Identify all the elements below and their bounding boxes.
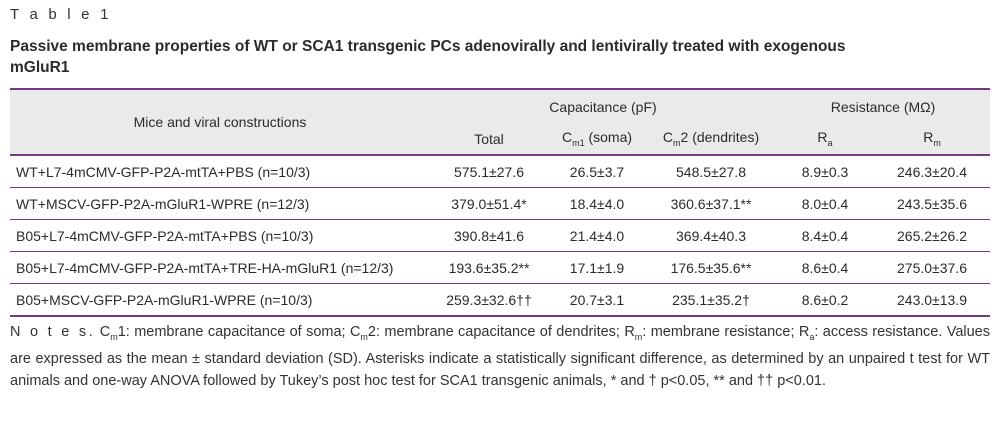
table-row: B05+MSCV-GFP-P2A-mGluR1-WPRE (n=10/3) 25… bbox=[10, 284, 990, 316]
cell-cm1: 17.1±1.9 bbox=[548, 251, 646, 284]
header-ra: Ra bbox=[776, 123, 874, 156]
data-table-container: Mice and viral constructions Capacitance… bbox=[10, 88, 991, 317]
cell-rm: 243.0±13.9 bbox=[897, 291, 967, 308]
cell-cm1: 18.4±4.0 bbox=[548, 187, 646, 220]
header-capacitance: Capacitance (pF) bbox=[430, 90, 776, 123]
table-label: T a b l e 1 bbox=[10, 6, 112, 23]
data-table: Mice and viral constructions Capacitance… bbox=[10, 90, 991, 316]
table-row: B05+L7-4mCMV-GFP-P2A-mtTA+PBS (n=10/3) 3… bbox=[10, 219, 991, 252]
cell-rm: 265.2±26.2 bbox=[874, 219, 991, 252]
cell-ra: 8.4±0.4 bbox=[776, 219, 874, 252]
cell-cm1: 26.5±3.7 bbox=[548, 155, 646, 188]
cell-ra: 8.9±0.3 bbox=[776, 155, 874, 188]
cell-rm: 246.3±20.4 bbox=[874, 155, 991, 188]
cell-cm2: 548.5±27.8 bbox=[646, 155, 776, 188]
table-row: WT+MSCV-GFP-P2A-mGluR1-WPRE (n=12/3) 379… bbox=[10, 187, 991, 220]
cell-cm1: 20.7±3.1 bbox=[569, 291, 625, 308]
header-mice: Mice and viral constructions bbox=[10, 90, 430, 156]
table-notes: N o t e s. Cm1: membrane capacitance of … bbox=[10, 324, 990, 390]
cell-cm2: 360.6±37.1** bbox=[646, 187, 776, 220]
table-title: Passive membrane properties of WT or SCA… bbox=[10, 38, 846, 76]
header-resistance: Resistance (MΩ) bbox=[776, 90, 991, 123]
row-name: WT+MSCV-GFP-P2A-mGluR1-WPRE (n=12/3) bbox=[10, 187, 430, 220]
cell-total: 390.8±41.6 bbox=[430, 219, 548, 252]
cell-cm1: 21.4±4.0 bbox=[548, 219, 646, 252]
cell-total: 379.0±51.4* bbox=[430, 187, 548, 220]
cell-cm2: 235.1±35.2† bbox=[672, 291, 750, 308]
header-total: Total bbox=[430, 123, 548, 156]
row-name: WT+L7-4mCMV-GFP-P2A-mtTA+PBS (n=10/3) bbox=[10, 155, 430, 188]
header-cm2: Cm2 (dendrites) bbox=[646, 123, 776, 156]
header-rm: Rm bbox=[874, 123, 991, 156]
cell-cm2: 176.5±35.6** bbox=[646, 251, 776, 284]
header-cm1: Cm1 (soma) bbox=[548, 123, 646, 156]
table-row: WT+L7-4mCMV-GFP-P2A-mtTA+PBS (n=10/3) 57… bbox=[10, 155, 991, 188]
table-row: B05+L7-4mCMV-GFP-P2A-mtTA+TRE-HA-mGluR1 … bbox=[10, 251, 991, 284]
cell-ra: 8.6±0.4 bbox=[776, 251, 874, 284]
cell-rm: 243.5±35.6 bbox=[874, 187, 991, 220]
row-name: B05+L7-4mCMV-GFP-P2A-mtTA+PBS (n=10/3) bbox=[10, 219, 430, 252]
notes-label: N o t e s. bbox=[10, 324, 96, 340]
cell-ra: 8.6±0.2 bbox=[801, 291, 849, 308]
cell-total: 259.3±32.6†† bbox=[446, 291, 532, 308]
row-name: B05+L7-4mCMV-GFP-P2A-mtTA+TRE-HA-mGluR1 … bbox=[10, 251, 430, 284]
cell-ra: 8.0±0.4 bbox=[776, 187, 874, 220]
row-name: B05+MSCV-GFP-P2A-mGluR1-WPRE (n=10/3) bbox=[16, 291, 313, 308]
cell-cm2: 369.4±40.3 bbox=[646, 219, 776, 252]
cell-total: 575.1±27.6 bbox=[430, 155, 548, 188]
cell-rm: 275.0±37.6 bbox=[874, 251, 991, 284]
cell-total: 193.6±35.2** bbox=[430, 251, 548, 284]
